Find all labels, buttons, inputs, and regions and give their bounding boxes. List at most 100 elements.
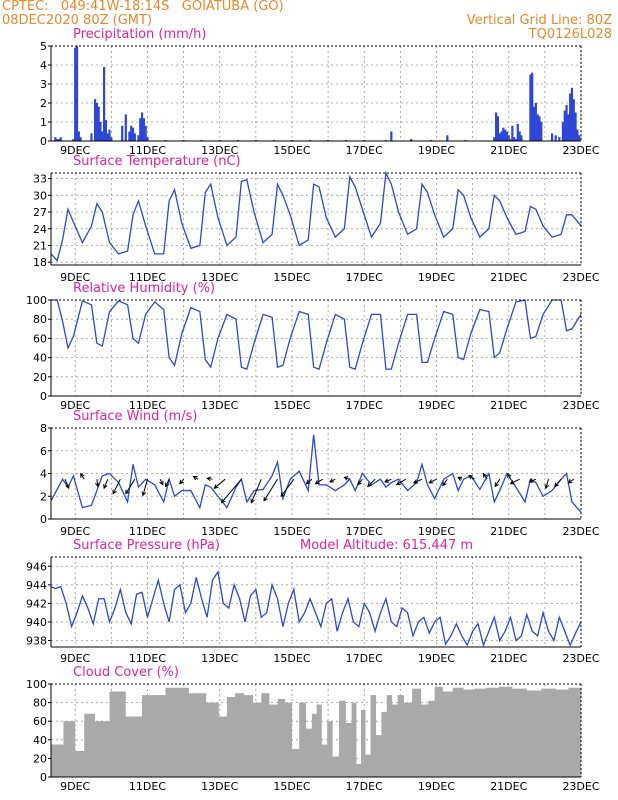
precip-bar (518, 131, 521, 141)
x-tick-label: 9DEC (60, 399, 90, 412)
x-tick-label: 11DEC (129, 652, 166, 665)
precip-bar (540, 122, 543, 141)
wind-arrow-head (554, 482, 559, 488)
wind-arrow-head (280, 492, 286, 498)
y-tick-label: 2 (40, 97, 47, 110)
precip-bar (133, 133, 136, 141)
wind-arrow-shaft (396, 478, 407, 486)
precip-bar (529, 74, 532, 141)
x-tick-label: 17DEC (346, 399, 383, 412)
wind-arrow-shaft (96, 479, 99, 487)
x-tick-label: 21DEC (490, 525, 527, 538)
precip-bar (493, 137, 496, 141)
x-tick-label: 21DEC (490, 144, 527, 157)
precip-bar (75, 46, 79, 141)
precip-bar (534, 103, 537, 141)
precip-bar (538, 116, 541, 141)
wind-arrow-head (509, 480, 515, 485)
precip-bar (567, 114, 570, 141)
y-tick-label: 40 (33, 734, 47, 747)
precip-bar (131, 127, 135, 141)
wind-arrow-head (192, 475, 198, 481)
wind-arrow-shaft (142, 479, 148, 496)
x-tick-label: 23DEC (562, 399, 599, 412)
precip-bar (110, 137, 113, 141)
panel-title: Surface Pressure (hPa) (73, 538, 220, 553)
precip-bar (498, 133, 501, 141)
y-tick-label: 8 (40, 422, 47, 435)
wind-arrow-shaft (280, 478, 295, 497)
precip-bar (550, 133, 554, 141)
x-tick-label: 21DEC (490, 780, 527, 793)
y-tick-label: 5 (40, 40, 47, 53)
precip-bar (502, 127, 505, 141)
y-tick-label: 20 (33, 371, 47, 384)
x-tick-label: 15DEC (273, 271, 310, 284)
wind-arrow-head (314, 479, 320, 485)
x-tick-label: 19DEC (418, 652, 455, 665)
precip-bar (72, 139, 75, 141)
x-tick-label: 19DEC (418, 144, 455, 157)
x-tick-label: 11DEC (129, 271, 166, 284)
y-tick-label: 30 (33, 189, 47, 202)
precip-bar (142, 118, 145, 141)
x-tick-label: 13DEC (201, 271, 238, 284)
y-tick-label: 27 (33, 206, 47, 219)
wind-arrow-head (528, 478, 534, 483)
wind-arrow-head (468, 475, 474, 480)
precip-bar (130, 125, 133, 141)
panel-title: Surface Wind (m/s) (73, 409, 197, 424)
wind-arrow-head (343, 476, 349, 481)
x-tick-label: 11DEC (129, 525, 166, 538)
x-tick-label: 23DEC (562, 271, 599, 284)
wind-arrow-shaft (442, 478, 448, 486)
precip-bar (446, 135, 449, 141)
precip-bar (137, 135, 140, 141)
wind-arrow-head (263, 496, 268, 502)
wind-arrow-head (544, 484, 549, 490)
x-tick-label: 17DEC (346, 271, 383, 284)
precip-bar (520, 135, 523, 141)
model-altitude-label: Model Altitude: 615.447 m (300, 538, 473, 553)
header-station: CPTEC: 049:41W-18:14S GOIATUBA (GO) (2, 0, 284, 14)
x-tick-label: 15DEC (273, 144, 310, 157)
x-tick-label: 13DEC (201, 525, 238, 538)
y-tick-label: 0 (40, 513, 47, 526)
precip-bar (574, 112, 577, 141)
precip-bar (103, 66, 106, 141)
wind-arrow-head (457, 476, 463, 481)
precip-bar (496, 116, 500, 141)
wind-arrow-head (442, 481, 447, 487)
panel-title: Relative Humidity (%) (73, 281, 215, 296)
x-tick-label: 9DEC (60, 144, 90, 157)
x-tick-label: 21DEC (490, 652, 527, 665)
precip-bar (500, 131, 503, 141)
precip-bar (511, 125, 514, 141)
precip-bar (124, 114, 127, 141)
y-tick-label: 40 (33, 352, 47, 365)
precip-bar (144, 125, 147, 141)
y-tick-label: 4 (40, 468, 47, 481)
header-grid-note: Vertical Grid Line: 80Z (466, 13, 612, 28)
y-tick-label: 60 (33, 715, 47, 728)
y-tick-label: 940 (26, 616, 47, 629)
precip-bar (56, 139, 59, 141)
wind-arrow-head (65, 484, 70, 490)
x-tick-label: 17DEC (346, 652, 383, 665)
y-tick-label: 18 (33, 256, 47, 269)
precip-bar (139, 118, 142, 141)
x-tick-label: 23DEC (562, 144, 599, 157)
wind-arrow-shaft (357, 478, 363, 485)
y-tick-label: 80 (33, 313, 47, 326)
wind-arrow-shaft (306, 478, 313, 485)
precip-bar (121, 125, 124, 141)
wind-arrow-shaft (112, 478, 121, 494)
series-line (50, 570, 582, 648)
precip-bar (140, 112, 144, 141)
header-model-id: TQ0126L028 (528, 27, 612, 42)
x-tick-label: 17DEC (346, 525, 383, 538)
precip-bar (79, 137, 82, 141)
precip-bar (554, 135, 557, 141)
wind-arrow-shaft (529, 478, 537, 483)
y-tick-label: 938 (26, 635, 47, 648)
